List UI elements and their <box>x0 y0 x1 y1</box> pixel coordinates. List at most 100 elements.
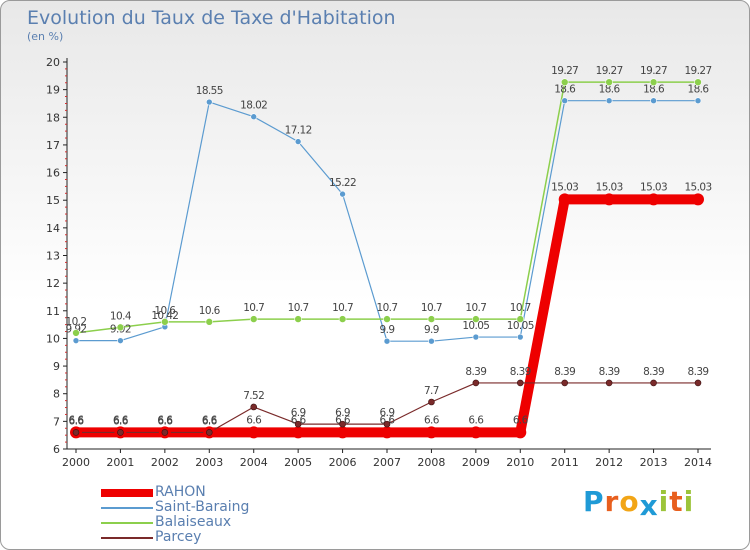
x-tick-label: 2000 <box>62 456 90 469</box>
data-label: 9.9 <box>424 324 439 336</box>
data-point <box>425 426 438 439</box>
y-tick-label: 9 <box>53 360 60 373</box>
data-point <box>561 379 569 387</box>
data-label: 17.12 <box>285 125 312 137</box>
data-point <box>339 420 346 428</box>
legend-label: Parcey <box>155 529 202 545</box>
data-point <box>428 337 435 345</box>
data-label: 18.55 <box>196 85 223 97</box>
data-point <box>250 113 258 121</box>
data-label: 10.05 <box>462 320 489 332</box>
logo-letter: x <box>639 489 659 522</box>
data-point <box>161 429 169 436</box>
data-label: 6.6 <box>69 414 85 426</box>
data-point <box>694 78 702 86</box>
x-tick-label: 2006 <box>329 456 357 469</box>
data-point <box>472 379 480 387</box>
x-tick-label: 2010 <box>506 456 534 469</box>
data-point <box>427 315 436 323</box>
data-label: 6.6 <box>424 414 440 426</box>
data-point <box>605 379 613 387</box>
data-point <box>561 97 569 104</box>
logo-letter: t <box>669 485 684 518</box>
data-point <box>294 138 302 145</box>
data-label: 19.27 <box>596 65 623 77</box>
x-tick-label: 2001 <box>106 456 134 469</box>
data-label: 19.27 <box>551 65 578 77</box>
data-point <box>558 193 571 206</box>
logo-letter: P <box>583 485 605 518</box>
data-point <box>516 333 524 341</box>
data-point <box>116 323 125 332</box>
data-point <box>650 97 657 104</box>
data-point <box>292 426 305 439</box>
legend-swatch <box>101 507 153 509</box>
data-point <box>650 379 657 387</box>
y-tick-label: 13 <box>46 250 60 263</box>
legend-swatch <box>101 489 153 497</box>
data-point <box>72 337 80 344</box>
data-label: 7.52 <box>243 390 264 402</box>
y-tick-label: 11 <box>46 305 60 318</box>
data-point <box>428 398 435 406</box>
legend-label: Saint-Baraing <box>155 499 250 515</box>
data-label: 6.6 <box>157 415 173 427</box>
data-point <box>469 426 482 439</box>
data-label: 8.39 <box>465 366 486 378</box>
y-tick-label: 20 <box>46 56 60 69</box>
data-label: 15.03 <box>640 181 667 193</box>
data-label: 6.6 <box>246 414 262 426</box>
data-point <box>339 190 346 198</box>
data-label: 15.03 <box>596 181 623 193</box>
data-label: 6.6 <box>69 415 85 427</box>
data-label: 10.2 <box>66 316 87 328</box>
y-tick-label: 16 <box>46 167 60 180</box>
data-point <box>605 97 613 104</box>
data-point <box>205 98 213 106</box>
y-tick-label: 8 <box>53 388 60 401</box>
data-point <box>472 333 480 341</box>
x-tick-label: 2013 <box>640 456 668 469</box>
logo-letter: r <box>604 485 620 518</box>
y-tick-label: 10 <box>46 332 60 345</box>
data-label: 10.7 <box>377 302 398 314</box>
data-label: 10.7 <box>465 302 486 314</box>
data-label: 6.6 <box>291 414 307 426</box>
data-label: 8.39 <box>599 366 620 378</box>
data-label: 10.42 <box>151 310 178 322</box>
x-tick-label: 2011 <box>551 456 579 469</box>
data-label: 6.6 <box>113 414 129 426</box>
y-tick-label: 19 <box>46 84 60 97</box>
data-point <box>383 420 391 428</box>
data-point <box>249 315 258 323</box>
data-label: 15.03 <box>684 181 711 193</box>
x-tick-label: 2012 <box>595 456 623 469</box>
data-point <box>560 78 569 86</box>
x-tick-label: 2014 <box>684 456 712 469</box>
data-point <box>72 429 80 436</box>
data-label: 10.7 <box>288 302 309 314</box>
data-label: 10.4 <box>110 310 132 322</box>
data-label: 6.6 <box>380 414 396 426</box>
y-tick-label: 17 <box>46 139 60 152</box>
data-label: 6.6 <box>468 414 484 426</box>
data-label: 19.27 <box>684 65 711 77</box>
x-tick-label: 2004 <box>240 456 268 469</box>
x-tick-label: 2009 <box>462 456 490 469</box>
data-label: 6.6 <box>113 415 129 427</box>
data-label: 15.03 <box>551 181 578 193</box>
data-label: 6.6 <box>335 414 351 426</box>
legend-label: Balaiseaux <box>155 514 232 530</box>
data-label: 8.39 <box>510 366 531 378</box>
y-tick-label: 12 <box>46 277 60 290</box>
data-label: 18.6 <box>599 84 621 96</box>
data-point <box>72 329 80 337</box>
data-label: 6.6 <box>202 414 218 426</box>
data-point <box>383 337 391 345</box>
data-point <box>294 420 302 428</box>
y-tick-label: 14 <box>46 222 60 235</box>
data-label: 10.05 <box>507 320 534 332</box>
data-point <box>516 379 524 387</box>
